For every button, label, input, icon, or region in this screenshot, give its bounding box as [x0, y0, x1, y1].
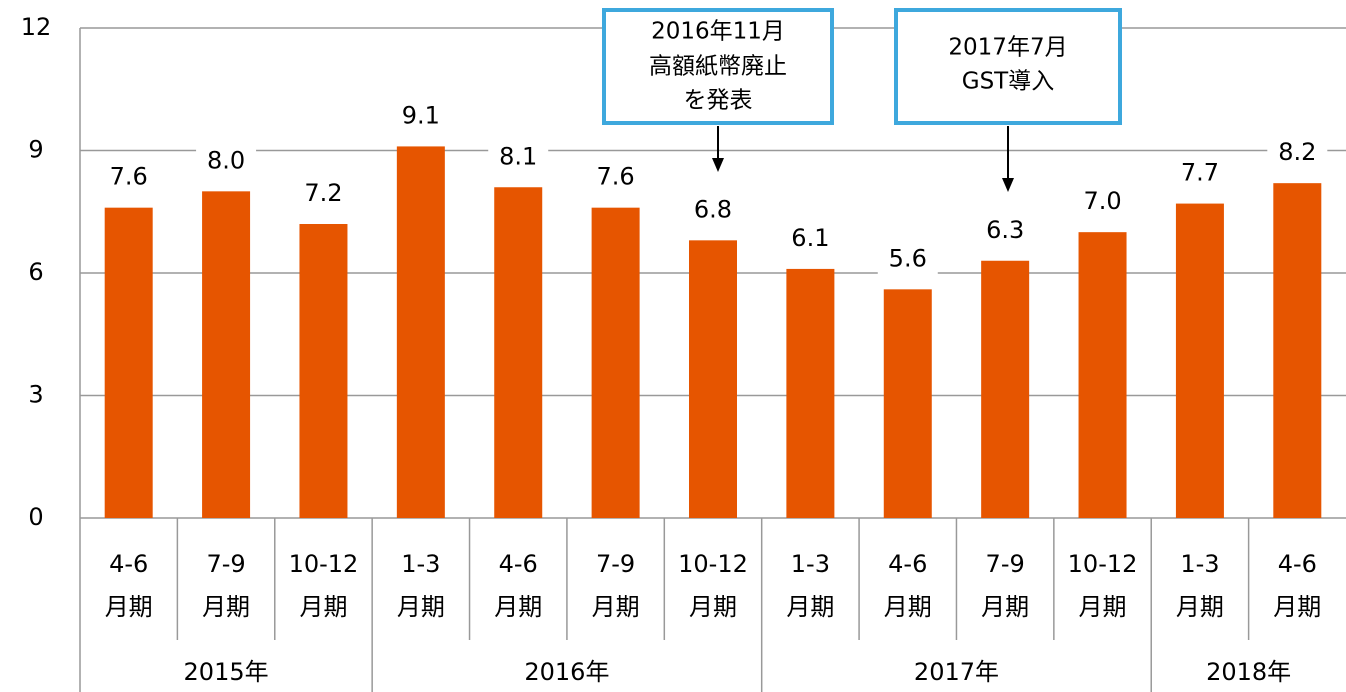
x-tick-label: 月期: [1176, 593, 1224, 621]
value-label-bg: [1267, 137, 1328, 170]
value-label: 7.6: [110, 163, 148, 191]
x-tick-label: 10-12: [1068, 550, 1138, 578]
y-tick-label: 6: [28, 258, 43, 286]
value-label: 8.2: [1278, 138, 1316, 166]
x-tick-label: 4-6: [499, 550, 538, 578]
value-label-bg: [98, 161, 159, 194]
bar: [494, 187, 543, 518]
y-tick-label: 3: [28, 381, 43, 409]
y-tick-label: 12: [21, 13, 52, 41]
x-tick-label: 月期: [397, 593, 445, 621]
x-tick-label: 月期: [494, 593, 542, 621]
value-label-bg: [1169, 157, 1230, 190]
annotation-box: [602, 8, 834, 125]
value-label: 8.0: [207, 146, 245, 174]
value-label: 7.6: [597, 163, 635, 191]
value-label: 7.0: [1083, 187, 1121, 215]
bar: [1273, 183, 1322, 518]
value-label: 8.1: [499, 142, 537, 170]
x-tick-label: 月期: [981, 593, 1029, 621]
group-label: 2017年: [914, 658, 999, 686]
value-label-bg: [780, 222, 841, 255]
bar: [689, 240, 737, 519]
x-tick-label: 7-9: [206, 550, 245, 578]
bar: [1175, 203, 1224, 519]
value-label-bg: [585, 161, 646, 194]
value-label-bg: [683, 194, 743, 227]
bar: [299, 224, 348, 518]
arrow-head: [712, 158, 724, 172]
value-label: 9.1: [402, 101, 440, 129]
value-label: 6.1: [791, 224, 829, 252]
x-tick-label: 月期: [689, 593, 737, 621]
bar: [591, 207, 640, 518]
value-label-bg: [293, 178, 354, 210]
x-tick-label: 1-3: [1180, 550, 1219, 578]
y-tick-label: 0: [28, 503, 43, 531]
value-label-bg: [196, 145, 257, 178]
x-tick-label: 月期: [1079, 593, 1127, 621]
annotation: 2016年11月 高額紙幣廃止 を発表 2017年7月 GST導入: [602, 8, 1122, 192]
bar: [396, 146, 445, 518]
annotation-text: 高額紙幣廃止: [649, 54, 787, 80]
x-tick-label: 月期: [299, 593, 347, 621]
value-label: 6.8: [694, 195, 732, 223]
bar: [104, 207, 153, 518]
group-label: 2015年: [184, 658, 269, 686]
x-tick-label: 月期: [786, 593, 834, 621]
x-tick-label: 4-6: [1278, 550, 1317, 578]
value-label-bg: [877, 243, 938, 276]
x-tick-label: 月期: [105, 593, 153, 621]
value-label: 7.2: [304, 179, 342, 207]
x-tick-label: 4-6: [888, 550, 927, 578]
x-tick-label: 月期: [202, 593, 250, 621]
group-label: 2016年: [524, 658, 609, 686]
y-tick-label: 9: [28, 136, 43, 164]
bar: [1078, 232, 1127, 518]
value-label-bg: [1072, 186, 1133, 219]
bar: [786, 268, 835, 518]
annotation-text: GST導入: [962, 69, 1054, 95]
value-label-bg: [975, 214, 1036, 247]
value-label-bg: [488, 141, 549, 174]
value-label: 7.7: [1181, 159, 1219, 187]
x-tick-label: 7-9: [986, 550, 1025, 578]
value-label: 5.6: [889, 244, 927, 272]
x-tick-label: 月期: [884, 593, 932, 621]
bar: [202, 191, 251, 519]
value-label: 6.3: [986, 216, 1024, 244]
annotation-text: を発表: [684, 88, 753, 114]
x-tick-label: 1-3: [401, 550, 440, 578]
x-tick-label: 1-3: [791, 550, 830, 578]
group-label: 2018年: [1206, 658, 1291, 686]
arrow-head: [1002, 178, 1014, 192]
annotation-box: [894, 8, 1122, 125]
bar: [883, 289, 932, 518]
x-tick-label: 月期: [1273, 593, 1321, 621]
bar: [981, 260, 1030, 518]
value-label-bg: [390, 100, 451, 133]
x-tick-label: 10-12: [678, 550, 748, 578]
x-tick-label: 10-12: [289, 550, 359, 578]
x-tick-label: 4-6: [109, 550, 148, 578]
annotation-text: 2016年11月: [651, 19, 785, 45]
labels: 0 3 6 9 12 4-6 月期 7.6 7-9 月期 8.0 10-12 月期 7.2 2015年 1-3…: [21, 13, 1328, 686]
x-tick-label: 月期: [592, 593, 640, 621]
x-tick-label: 7-9: [596, 550, 635, 578]
annotation-text: 2017年7月: [948, 35, 1067, 61]
bars: [104, 146, 1322, 519]
